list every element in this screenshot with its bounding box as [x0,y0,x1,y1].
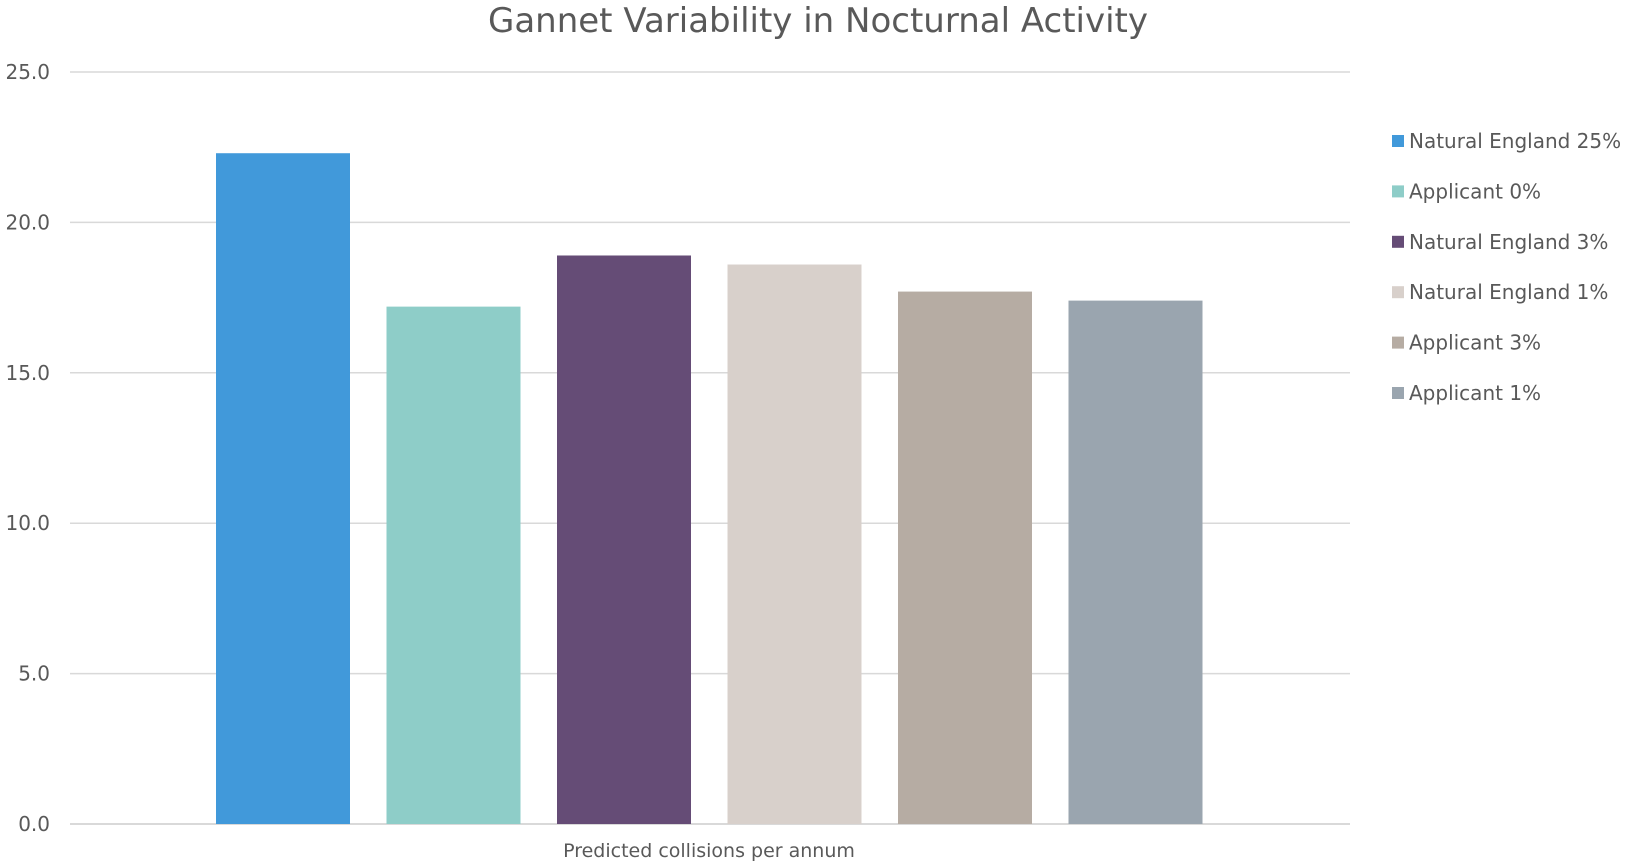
bar-natural-england-1 [727,264,862,825]
legend-label: Applicant 3% [1409,331,1541,355]
legend-swatch [1392,387,1404,399]
y-tick-label: 15.0 [5,361,50,385]
chart-title: Gannet Variability in Nocturnal Activity [488,1,1148,41]
legend-label: Applicant 1% [1409,381,1541,405]
y-tick-label: 20.0 [5,210,50,234]
y-tick-label: 25.0 [5,60,50,84]
bar-applicant-0 [386,306,521,824]
legend-item: Applicant 0% [1392,179,1541,203]
bar-natural-england-25 [216,153,350,824]
legend-swatch [1392,336,1404,349]
y-tick-label: 5.0 [18,662,50,686]
legend-label: Natural England 3% [1409,230,1608,254]
legend-swatch [1392,235,1404,248]
y-tick-label: 0.0 [18,812,50,836]
x-axis-category-label: Predicted collisions per annum [563,840,855,862]
legend: Natural England 25% Applicant 0% Natural E… [1392,129,1621,405]
legend-item: Natural England 25% [1392,129,1621,153]
legend-item: Natural England 1% [1392,280,1608,304]
y-tick-label: 10.0 [5,511,50,535]
legend-swatch [1392,185,1404,198]
bars [216,153,1203,825]
bar-applicant-3 [898,291,1032,825]
legend-item: Applicant 1% [1392,381,1541,405]
legend-swatch [1392,135,1404,147]
legend-label: Applicant 0% [1409,179,1541,203]
legend-item: Natural England 3% [1392,230,1608,254]
y-axis-tick-labels: 0.0 5.0 10.0 15.0 20.0 25.0 [5,60,50,836]
legend-item: Applicant 3% [1392,331,1541,355]
bar-applicant-1 [1068,300,1203,824]
legend-swatch [1392,286,1404,299]
bar-natural-england-3 [557,255,691,824]
legend-label: Natural England 25% [1409,129,1621,153]
legend-label: Natural England 1% [1409,280,1608,304]
